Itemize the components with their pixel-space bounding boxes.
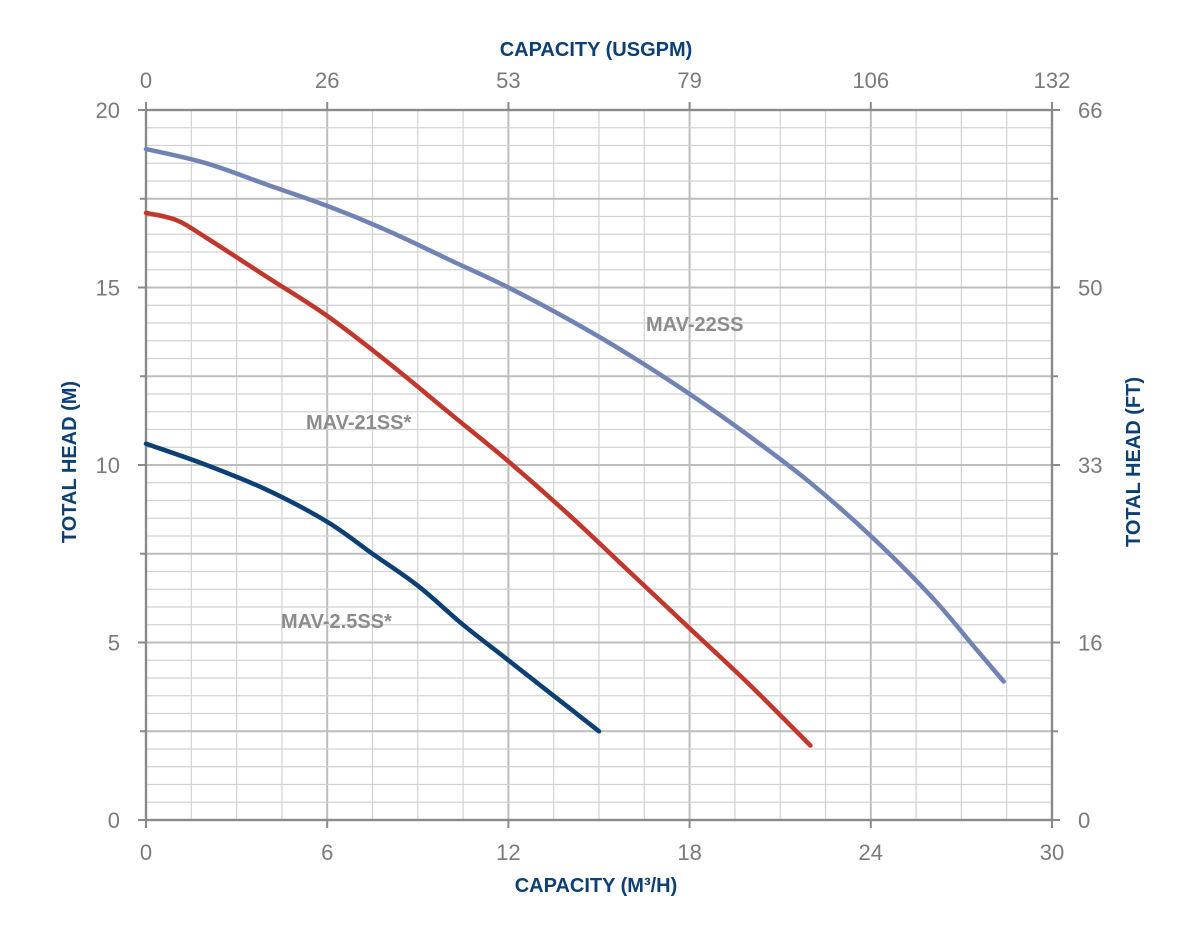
x-tick-label: 12 bbox=[496, 840, 520, 865]
right-axis-title: TOTAL HEAD (FT) bbox=[1123, 377, 1145, 547]
x-tick-label: 24 bbox=[859, 840, 883, 865]
y-tick-label: 15 bbox=[96, 276, 120, 301]
x2-tick-label: 132 bbox=[1034, 68, 1071, 93]
x2-tick-label: 106 bbox=[852, 68, 889, 93]
series-label-mav-21ss: MAV-21SS* bbox=[306, 412, 411, 434]
y-tick-label: 5 bbox=[108, 631, 120, 656]
y2-tick-label: 33 bbox=[1078, 453, 1102, 478]
x-tick-label: 18 bbox=[677, 840, 701, 865]
x2-tick-label: 26 bbox=[315, 68, 339, 93]
series-line-mav-2-5ss bbox=[143, 441, 602, 734]
x2-tick-label: 53 bbox=[496, 68, 520, 93]
y2-tick-label: 16 bbox=[1078, 631, 1102, 656]
x-tick-label: 0 bbox=[140, 840, 152, 865]
bottom-axis-title: CAPACITY (M³/H) bbox=[515, 875, 678, 897]
x2-tick-label: 79 bbox=[677, 68, 701, 93]
x2-tick-label: 0 bbox=[140, 68, 152, 93]
series-line-mav-22ss bbox=[143, 146, 1006, 684]
x-tick-label: 6 bbox=[321, 840, 333, 865]
y2-tick-label: 50 bbox=[1078, 276, 1102, 301]
series-label-mav-25ss: MAV-2.5SS* bbox=[281, 611, 392, 633]
tick-labels: 0 6 12 18 24 30 0 26 53 79 106 132 0 5 10 15 20 0 16 33 50 66 bbox=[96, 68, 1103, 865]
x-tick-label: 30 bbox=[1040, 840, 1064, 865]
series-label-mav-22ss: MAV-22SS bbox=[646, 314, 743, 336]
y-tick-label: 0 bbox=[108, 808, 120, 833]
top-axis-title: CAPACITY (USGPM) bbox=[500, 39, 693, 61]
series-curves bbox=[143, 146, 1006, 748]
grid bbox=[146, 110, 1052, 820]
y2-tick-label: 0 bbox=[1078, 808, 1090, 833]
y-tick-label: 10 bbox=[96, 453, 120, 478]
series-line-mav-21ss bbox=[143, 210, 813, 748]
left-axis-title: TOTAL HEAD (M) bbox=[59, 381, 81, 543]
y-tick-label: 20 bbox=[96, 98, 120, 123]
tick-marks bbox=[138, 102, 1060, 828]
y2-tick-label: 66 bbox=[1078, 98, 1102, 123]
